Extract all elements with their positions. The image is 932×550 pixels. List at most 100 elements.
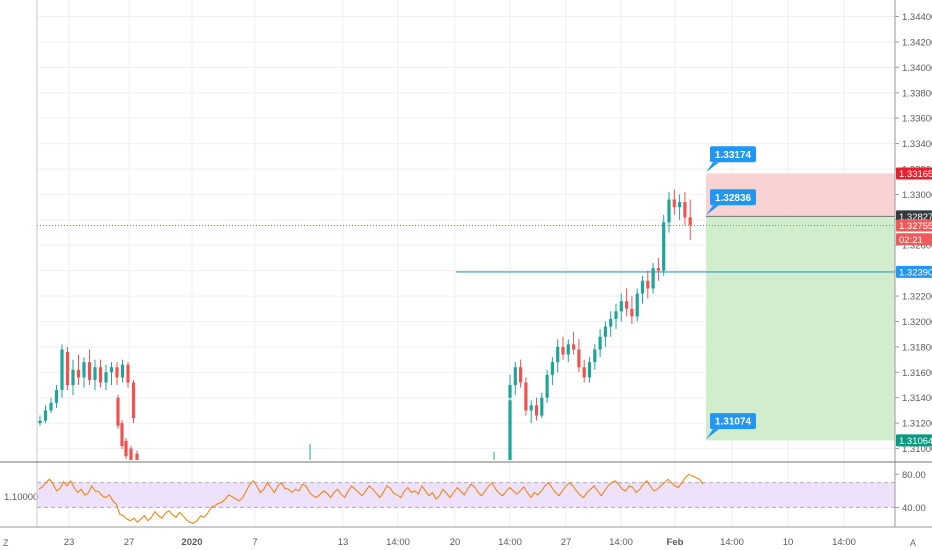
candle-body <box>667 199 671 223</box>
candle <box>572 331 576 355</box>
rsi-tick-label: 40.00 <box>902 503 926 514</box>
price-tick-label: 1.32000 <box>902 317 932 328</box>
candle-body <box>54 390 59 403</box>
candle-body <box>646 280 650 289</box>
candle <box>124 437 128 460</box>
candle-body <box>82 362 86 378</box>
candle <box>656 257 660 281</box>
candle <box>550 357 554 386</box>
price-tick-label: 1.34400 <box>902 12 932 23</box>
callout-bg <box>710 189 756 206</box>
candle-body <box>656 268 660 271</box>
time-tick-label: 14:00 <box>720 537 744 548</box>
candle-body <box>60 349 64 391</box>
candlestick-series <box>38 189 692 460</box>
candle-body <box>126 364 130 383</box>
price-tag-label: 02:21 <box>899 235 923 246</box>
timezone-button[interactable]: Z <box>3 538 9 548</box>
candle-body <box>545 374 549 398</box>
price-tag-ask: 1.32827 <box>896 210 932 223</box>
stop-callout: 1.33174 <box>706 146 756 173</box>
candle-body <box>71 369 75 386</box>
callout-label: 1.33174 <box>715 150 752 161</box>
price-tick-label: 1.31200 <box>902 419 932 430</box>
callout-label: 1.31074 <box>715 417 752 428</box>
price-tick-label: 1.33400 <box>902 139 932 150</box>
time-tick-label: 14:00 <box>609 537 633 548</box>
candle <box>98 359 103 388</box>
callout-bg <box>710 146 756 163</box>
candle-body <box>120 364 125 378</box>
candle-body <box>625 301 629 309</box>
price-tag-bg <box>896 167 932 180</box>
candle <box>646 270 650 299</box>
candle <box>619 293 623 322</box>
price-tick-label: 1.31600 <box>902 368 932 379</box>
candle-body <box>572 344 576 350</box>
time-tick-label: 2020 <box>181 537 202 548</box>
candle-body <box>688 217 692 225</box>
time-tick-label: 27 <box>561 537 572 548</box>
candle-body <box>561 346 565 355</box>
candle <box>688 199 692 241</box>
price-tick-label: 1.34000 <box>902 63 932 74</box>
time-tick-label: 14:00 <box>386 537 410 548</box>
candle <box>529 400 533 424</box>
candle <box>651 263 655 294</box>
candle <box>587 357 592 383</box>
candle-body <box>38 420 42 424</box>
rsi-scale-label: 1.10000 <box>4 492 38 503</box>
price-tag-stop-loss: 1.33165 <box>896 167 932 180</box>
candle-body <box>115 367 119 378</box>
candle <box>630 296 634 325</box>
price-tag-entry: 1.32390 <box>896 265 932 278</box>
candle <box>120 420 124 450</box>
candle-body <box>65 351 70 386</box>
candle-body <box>116 397 120 426</box>
position-zones <box>706 173 895 441</box>
callout-pointer <box>706 429 719 440</box>
candle-body <box>598 336 602 350</box>
candle <box>635 288 639 322</box>
candle <box>640 275 645 304</box>
candle-body <box>678 202 682 208</box>
candle <box>135 450 139 460</box>
candle-body <box>87 362 92 380</box>
candle-body <box>43 410 48 421</box>
candle <box>662 214 666 276</box>
candle-body <box>635 293 639 317</box>
price-tag-bg <box>896 434 932 447</box>
candle-body <box>540 397 544 416</box>
candle <box>43 405 48 424</box>
rsi-band <box>37 482 895 508</box>
time-tick-label: 13 <box>338 537 349 548</box>
callout-pointer <box>706 162 719 173</box>
price-tag-label: 1.32827 <box>899 212 932 223</box>
candle-body <box>76 369 81 378</box>
candle-body <box>120 423 124 447</box>
auto-scale-button[interactable]: A <box>910 538 917 548</box>
target-callout: 1.31074 <box>706 413 756 440</box>
rsi-pane: 80.00 40.00 1.10000 <box>4 470 926 524</box>
candle <box>93 359 97 391</box>
candle <box>104 364 108 391</box>
price-tick-label: 1.32200 <box>902 292 932 303</box>
time-tick-label: 27 <box>124 537 135 548</box>
candle-body <box>683 202 687 218</box>
rsi-tick-label: 80.00 <box>902 470 926 481</box>
candle-body <box>109 367 114 373</box>
candle <box>625 288 629 317</box>
candle-body <box>577 349 581 368</box>
candle-body <box>529 405 533 411</box>
candle-body <box>587 362 592 378</box>
candle-body <box>98 367 103 383</box>
candle <box>82 357 86 388</box>
candle-body <box>582 367 586 378</box>
price-tag-bid: 1.32755 <box>896 219 932 232</box>
time-tick-label: Feb <box>667 537 684 548</box>
candle <box>65 346 70 391</box>
price-tick-label: 1.32600 <box>902 241 932 252</box>
price-tick-label: 1.31800 <box>902 342 932 353</box>
candle <box>609 311 613 337</box>
